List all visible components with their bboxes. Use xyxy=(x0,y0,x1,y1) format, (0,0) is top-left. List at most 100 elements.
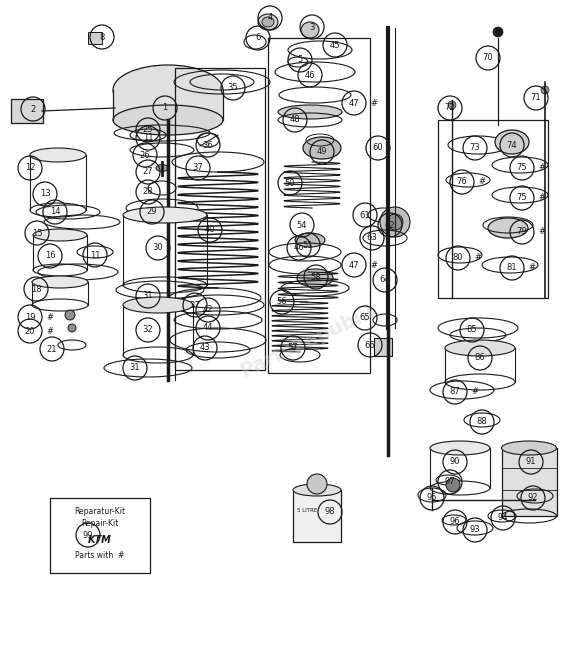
Text: 87: 87 xyxy=(450,387,460,396)
Text: #: # xyxy=(538,227,545,237)
Text: 94: 94 xyxy=(498,514,508,522)
Text: 35: 35 xyxy=(227,84,238,93)
Text: 50: 50 xyxy=(285,178,295,188)
Ellipse shape xyxy=(33,229,87,241)
Circle shape xyxy=(307,474,327,494)
Ellipse shape xyxy=(495,130,529,154)
Text: #: # xyxy=(46,326,53,335)
Ellipse shape xyxy=(297,269,333,287)
Text: 98: 98 xyxy=(325,507,335,516)
Text: 40: 40 xyxy=(205,225,215,235)
Text: 76: 76 xyxy=(457,178,468,186)
Text: #: # xyxy=(370,99,377,107)
Text: 56: 56 xyxy=(277,298,287,306)
Text: 14: 14 xyxy=(50,208,60,217)
Text: 70: 70 xyxy=(482,54,493,62)
Text: 20: 20 xyxy=(25,326,36,335)
Text: #: # xyxy=(538,194,545,202)
Text: 48: 48 xyxy=(290,115,300,125)
Ellipse shape xyxy=(278,105,342,119)
Bar xyxy=(50,498,150,573)
Text: 72: 72 xyxy=(445,103,456,113)
Text: #: # xyxy=(528,263,535,272)
Ellipse shape xyxy=(113,65,223,115)
Text: 36: 36 xyxy=(203,141,213,149)
Text: #: # xyxy=(471,387,478,396)
Text: 19: 19 xyxy=(25,312,36,322)
Circle shape xyxy=(448,101,456,109)
Text: Parts with  #: Parts with # xyxy=(75,550,125,560)
Text: 62: 62 xyxy=(384,221,395,229)
Text: 88: 88 xyxy=(477,418,488,426)
Ellipse shape xyxy=(501,441,556,455)
Text: 61: 61 xyxy=(360,210,370,219)
Text: 18: 18 xyxy=(31,284,41,294)
Text: 28: 28 xyxy=(143,188,154,196)
Text: 16: 16 xyxy=(45,251,56,261)
Text: 27: 27 xyxy=(143,168,154,176)
Text: 95: 95 xyxy=(427,493,437,503)
Circle shape xyxy=(65,310,75,320)
Circle shape xyxy=(68,324,76,332)
Text: 45: 45 xyxy=(329,40,340,50)
Text: 3: 3 xyxy=(309,23,315,32)
Text: 37: 37 xyxy=(193,164,203,172)
Text: 96: 96 xyxy=(450,518,460,526)
Text: 1: 1 xyxy=(162,103,168,113)
Text: 6: 6 xyxy=(256,34,261,42)
Bar xyxy=(374,338,392,356)
Text: 11: 11 xyxy=(90,251,100,259)
Ellipse shape xyxy=(123,207,207,223)
Text: 66: 66 xyxy=(364,341,375,349)
Text: #: # xyxy=(474,253,481,263)
Text: 57: 57 xyxy=(288,343,299,353)
Text: 46: 46 xyxy=(294,243,304,253)
Text: 51: 51 xyxy=(303,241,313,249)
Text: 5 LITRE: 5 LITRE xyxy=(297,507,317,512)
Text: 92: 92 xyxy=(528,493,538,503)
Text: 13: 13 xyxy=(40,190,50,198)
Text: 46: 46 xyxy=(305,70,315,80)
Circle shape xyxy=(446,478,460,492)
Text: 90: 90 xyxy=(450,457,460,467)
Text: 54: 54 xyxy=(297,221,307,229)
Text: 93: 93 xyxy=(470,526,480,534)
Circle shape xyxy=(380,207,410,237)
Text: 25: 25 xyxy=(143,125,153,135)
Text: 60: 60 xyxy=(372,143,383,152)
Ellipse shape xyxy=(430,441,490,455)
Text: 58: 58 xyxy=(311,272,321,282)
Circle shape xyxy=(493,27,503,37)
Text: 65: 65 xyxy=(360,314,370,322)
Ellipse shape xyxy=(123,297,193,313)
Ellipse shape xyxy=(295,233,325,247)
Text: Repair-Kit: Repair-Kit xyxy=(81,520,119,528)
Text: 86: 86 xyxy=(474,353,485,363)
Text: 75: 75 xyxy=(517,194,527,202)
Ellipse shape xyxy=(445,340,515,356)
Ellipse shape xyxy=(301,22,319,38)
Text: #: # xyxy=(538,164,545,172)
Text: 73: 73 xyxy=(470,143,480,152)
Circle shape xyxy=(541,86,549,94)
Text: 12: 12 xyxy=(25,164,36,172)
Text: Reparatur-Kit: Reparatur-Kit xyxy=(74,507,125,516)
Text: 5: 5 xyxy=(297,56,303,64)
Text: 49: 49 xyxy=(317,147,327,156)
Ellipse shape xyxy=(32,276,88,288)
Text: 15: 15 xyxy=(32,229,42,237)
Text: 31: 31 xyxy=(129,363,140,373)
Text: 79: 79 xyxy=(517,227,527,237)
Text: 8: 8 xyxy=(99,32,105,42)
Ellipse shape xyxy=(262,17,274,27)
Text: 47: 47 xyxy=(349,99,359,107)
Text: 99: 99 xyxy=(83,530,93,540)
FancyBboxPatch shape xyxy=(11,99,43,123)
Ellipse shape xyxy=(30,148,86,162)
Bar xyxy=(175,68,265,370)
Text: #: # xyxy=(478,178,485,186)
Text: 31: 31 xyxy=(143,292,154,300)
Text: 37: 37 xyxy=(190,300,201,310)
Circle shape xyxy=(387,214,403,230)
Text: 4: 4 xyxy=(268,13,273,23)
